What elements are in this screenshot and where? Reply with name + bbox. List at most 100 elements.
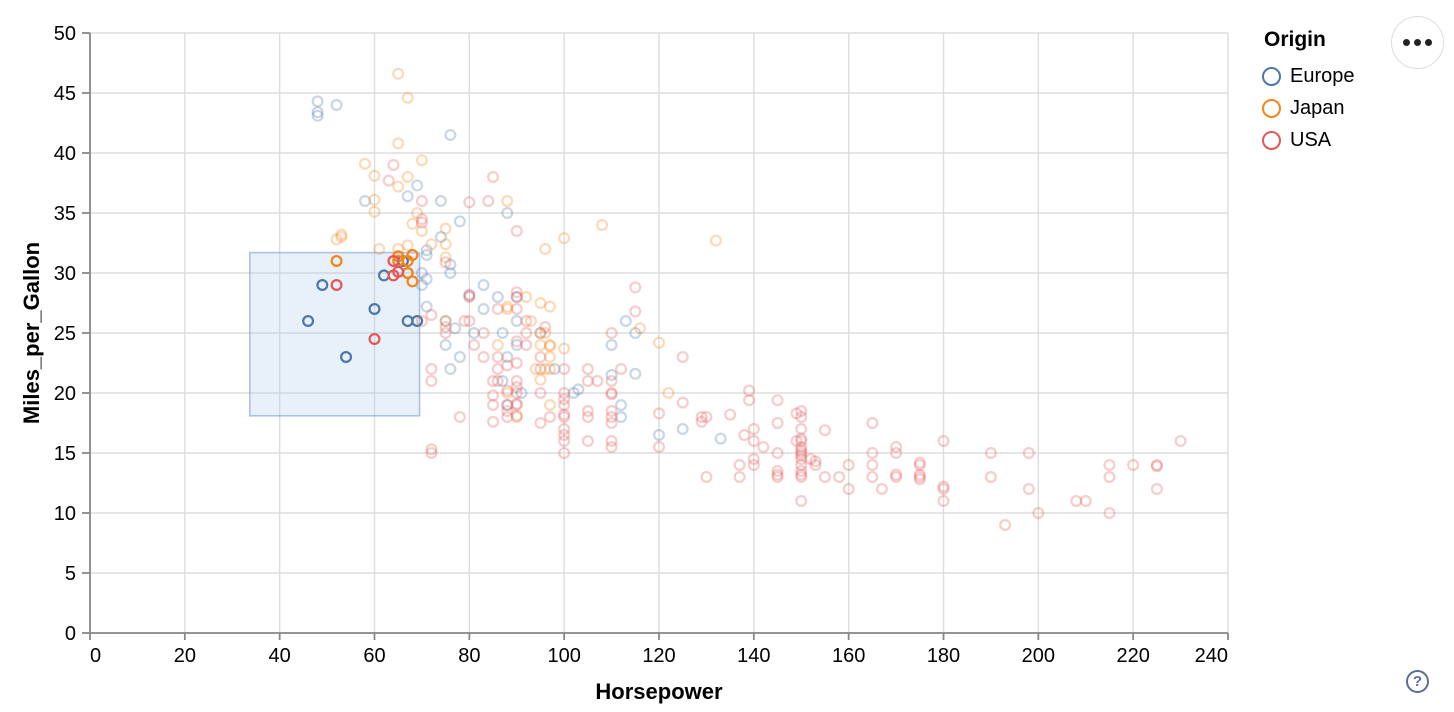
scatter-point-usa [676,351,689,364]
scatter-point-usa [501,359,514,372]
scatter-point-usa [866,417,879,430]
scatter-point-usa [439,256,452,269]
scatter-point-europe [302,315,315,328]
scatter-point-usa [534,363,547,376]
scatter-point-usa [605,327,618,340]
scatter-point-usa [439,327,452,340]
scatter-point-usa [487,171,500,184]
brush-selection[interactable] [248,251,421,417]
scatter-point-usa [605,405,618,418]
scatter-point-japan [415,154,428,167]
scatter-point-usa [615,363,628,376]
scatter-point-usa [733,459,746,472]
scatter-point-usa [771,417,784,430]
scatter-point-japan [558,232,571,245]
scatter-point-usa [463,291,476,304]
scatter-point-usa [937,435,950,448]
scatter-point-europe [496,327,509,340]
scatter-point-europe [615,399,628,412]
scatter-point-europe [496,375,509,388]
scatter-point-usa [510,397,523,410]
scatter-point-usa [700,471,713,484]
x-tick-label: 160 [832,645,865,667]
scatter-point-japan [401,239,414,252]
scatter-point-usa [539,321,552,334]
scatter-point-usa [581,375,594,388]
scatter-point-usa [842,459,855,472]
scatter-point-japan [543,340,556,353]
scatter-point-europe [311,109,324,122]
scatter-point-usa [629,281,642,294]
scatter-point-usa [1032,507,1045,520]
scatter-point-europe [420,244,433,257]
scatter-point-usa [1079,495,1092,508]
scatter-point-usa [1174,435,1187,448]
y-tick-label: 50 [54,23,76,45]
scatter-point-europe [463,289,476,302]
scatter-point-usa [757,441,770,454]
scatter-point-europe [477,279,490,292]
scatter-point-usa [477,351,490,364]
scatter-point-usa [795,449,808,462]
scatter-point-usa [558,447,571,460]
scatter-point-japan [439,238,452,251]
legend-label: USA [1290,128,1332,151]
x-tick-label: 40 [269,645,291,667]
scatter-point-japan [373,243,386,256]
y-tick-label: 0 [65,623,76,645]
scatter-point-japan [501,195,514,208]
scatter-point-usa [605,435,618,448]
scatter-point-usa [425,443,438,456]
scatter-point-usa [477,327,490,340]
scatter-point-japan [534,339,547,352]
scatter-point-usa [581,435,594,448]
scatter-point-europe [510,339,523,352]
legend-item-europe: Europe [1262,60,1412,92]
legend-label: Japan [1290,96,1345,119]
scatter-point-usa [558,387,571,400]
scatter-point-europe [605,369,618,382]
scatter-point-usa [890,468,903,481]
scatter-point-usa [558,435,571,448]
scatter-point-usa [795,447,808,460]
ellipsis-icon [1403,38,1432,47]
scatter-point-usa [771,465,784,478]
scatter-point-usa [491,351,504,364]
y-tick-label: 30 [54,263,76,285]
scatter-point-usa [510,291,523,304]
scatter-point-europe [629,327,642,340]
x-axis-title: Horsepower [595,679,723,704]
scatter-point-europe [652,429,665,442]
scatter-point-usa [558,393,571,406]
scatter-point-usa [415,315,428,328]
scatter-point-usa [439,321,452,334]
scatter-point-japan [330,233,343,246]
help-button[interactable]: ? [1406,670,1429,693]
scatter-point-japan [543,300,556,313]
scatter-point-japan [401,171,414,184]
scatter-point-usa [487,375,500,388]
scatter-point-europe [501,207,514,220]
scatter-point-japan [335,231,348,244]
scatter-point-usa [605,441,618,454]
scatter-point-europe [449,322,462,335]
scatter-point-japan [415,225,428,238]
scatter-point-usa [695,411,708,424]
scatter-point-japan [539,363,552,376]
scatter-point-japan [558,342,571,355]
scatter-point-usa [425,375,438,388]
scatter-point-europe [411,315,424,328]
scatter-point-europe [501,399,514,412]
scatter-point-usa [747,453,760,466]
scatter-point-europe [415,267,428,280]
scatter-point-europe [477,303,490,316]
scatter-point-usa [890,441,903,454]
scatter-point-japan [543,339,556,352]
options-menu-button[interactable] [1391,16,1444,69]
x-tick-label: 80 [458,645,480,667]
scatter-point-usa [330,279,343,292]
scatter-point-europe [420,273,433,286]
y-axis-title: Miles_per_Gallon [19,242,44,424]
scatter-point-usa [543,411,556,424]
